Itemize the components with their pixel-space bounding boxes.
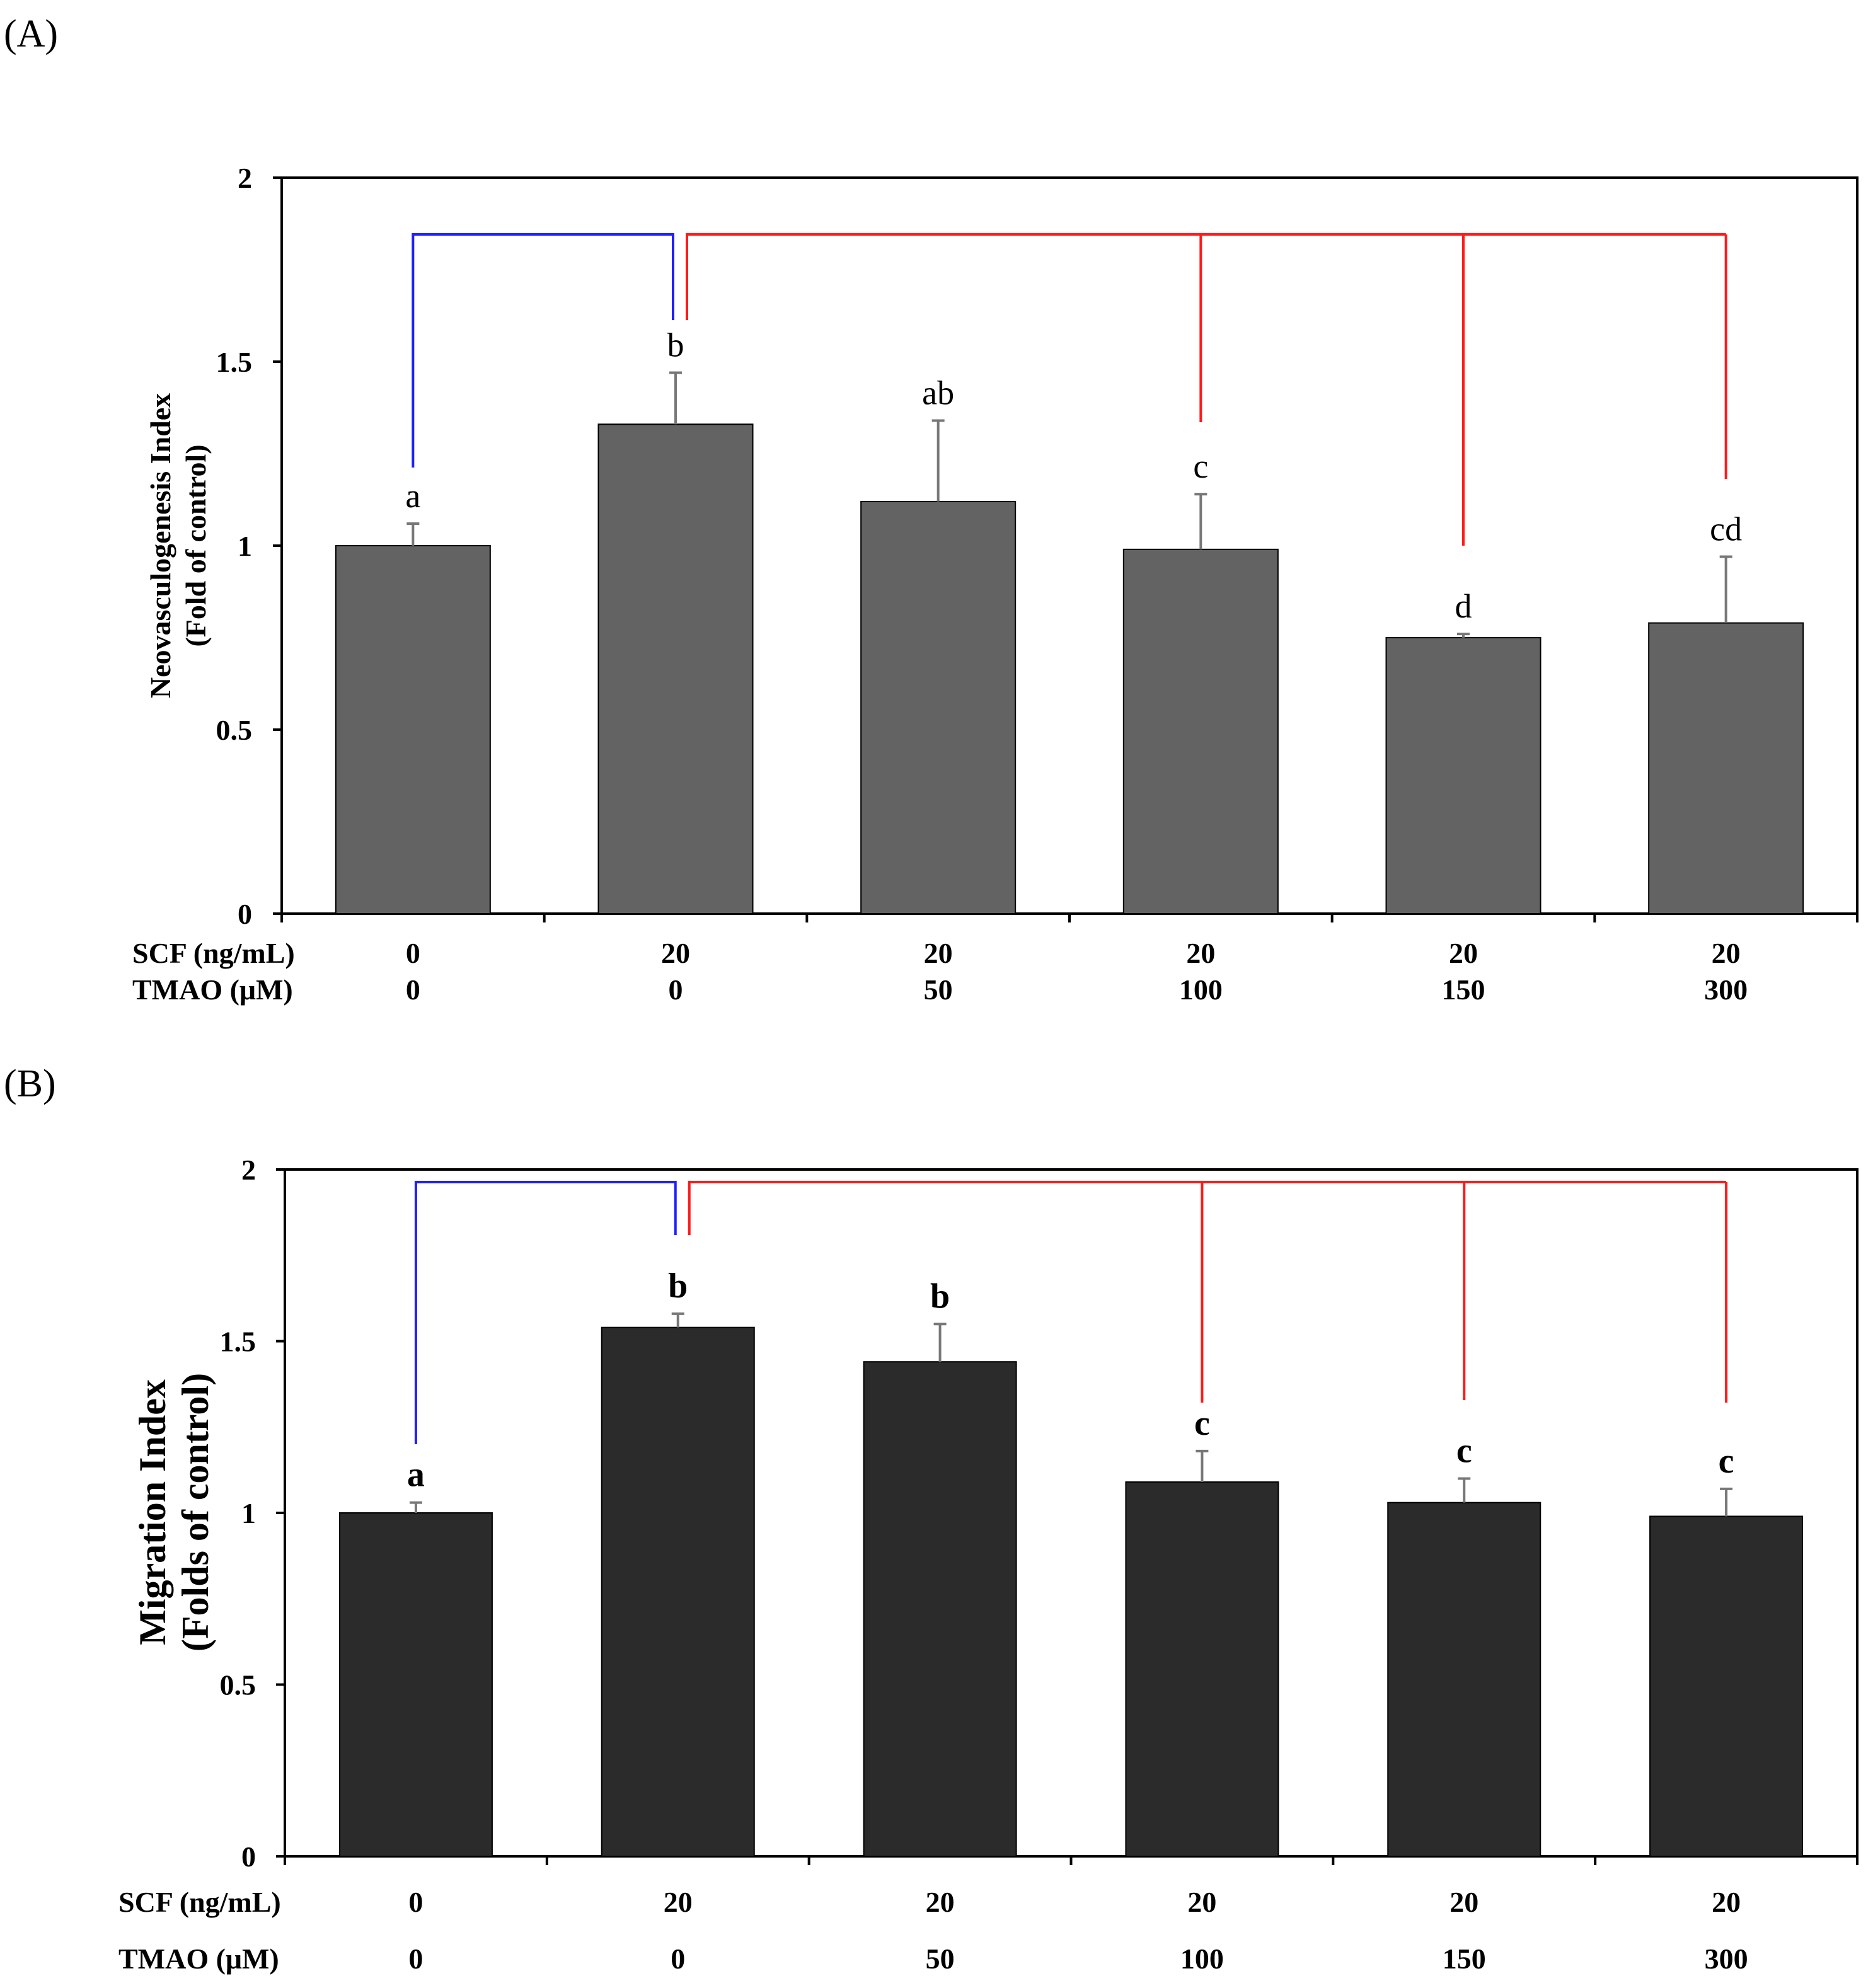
panel-a-bar — [335, 545, 491, 914]
panel-b-bar — [1125, 1481, 1279, 1857]
panel-a-bar — [860, 500, 1017, 914]
panel-b-y-tick-label: 2 — [241, 1154, 256, 1186]
panel-b-tmao-value: 50 — [926, 1943, 955, 1975]
panel-a-scf-value: 20 — [924, 937, 953, 969]
panel-b-scf-value: 20 — [1187, 1886, 1216, 1918]
panel-a-significance-letter: d — [1455, 587, 1472, 625]
panel-a-comparison-bracket-control — [412, 233, 674, 468]
panel-a-y-tick-label: 0 — [238, 898, 252, 930]
panel-b-y-tick-label: 0 — [241, 1841, 256, 1873]
panel-a-tmao-value: 0 — [669, 974, 683, 1006]
panel-b-y-tick-label: 1.5 — [220, 1326, 256, 1358]
panel-a-ylabel-line1: Neovasculogenesis Index — [144, 393, 176, 698]
panel-b-significance-letter: c — [1194, 1404, 1210, 1443]
panel-b-scf-value: 20 — [664, 1886, 693, 1918]
panel-b-significance-letter: b — [930, 1277, 950, 1316]
panel-a-tmao-value: 50 — [924, 974, 953, 1006]
panel-a-y-tick-label: 1.5 — [216, 346, 253, 378]
panel-b-tmao-value: 0 — [408, 1943, 423, 1975]
panel-b-ylabel-line1: Migration Index — [132, 1379, 173, 1645]
panel-b-significance-letter: c — [1719, 1442, 1734, 1481]
panel-a-significance-letter: c — [1193, 447, 1208, 485]
panel-b-y-axis-title: Migration Index (Folds of control) — [132, 1373, 216, 1652]
panel-b-tmao-value: 100 — [1180, 1943, 1224, 1975]
panel-a-tmao-value: 100 — [1179, 974, 1223, 1006]
panel-b-ylabel-line2: (Folds of control) — [175, 1373, 216, 1652]
panel-a-significance-letter: b — [667, 326, 684, 364]
panel-a-significance-letter: ab — [922, 374, 954, 411]
panel-a-tmao-value: 150 — [1442, 974, 1485, 1006]
panel-a-plot-frame — [280, 176, 1859, 915]
panel-a-scf-value: 20 — [1449, 937, 1478, 969]
panel-b-plot-frame — [284, 1168, 1859, 1858]
panel-a-y-axis-title: Neovasculogenesis Index (Fold of control… — [144, 393, 212, 698]
panel-a-significance-letter: a — [405, 477, 420, 515]
panel-b-bar — [1649, 1515, 1804, 1857]
panel-a-comparison-bracket-tmao — [686, 233, 1726, 320]
panel-b-scf-value: 0 — [408, 1886, 423, 1918]
panel-b-tmao-value: 0 — [671, 1943, 685, 1975]
panel-a-tmao-value: 300 — [1704, 974, 1748, 1006]
panel-b-y-tick-label: 0.5 — [220, 1669, 256, 1701]
panel-b-tmao-value: 300 — [1705, 1943, 1748, 1975]
panel-b-bar — [338, 1512, 493, 1857]
panel-a-bar — [1122, 548, 1279, 914]
panel-a-y-tick-label: 1 — [238, 530, 252, 562]
panel-a-tmao-row-label: TMAO (μM) — [132, 974, 293, 1006]
panel-a-tmao-value: 0 — [406, 974, 420, 1006]
panel-b-tmao-value: 150 — [1443, 1943, 1486, 1975]
panel-b-tmao-row-label: TMAO (μM) — [118, 1943, 279, 1975]
panel-b-scf-row-label: SCF (ng/mL) — [118, 1886, 281, 1918]
panel-a-bar — [597, 423, 754, 914]
panel-a-ylabel-line2: (Fold of control) — [180, 444, 212, 646]
panel-a-scf-value: 20 — [661, 937, 690, 969]
panel-a-significance-letter: cd — [1710, 510, 1742, 548]
panel-a-bar — [1648, 622, 1804, 914]
panel-a: (A) Neovasculogenesis Index (Fold of con… — [4, 13, 1859, 1006]
panel-b-significance-letter: b — [668, 1267, 688, 1306]
panel-b-significance-letter: a — [407, 1456, 425, 1495]
panel-b-bar — [863, 1361, 1017, 1857]
panel-a-y-tick-label: 0.5 — [216, 714, 253, 746]
panel-a-bar — [1385, 637, 1542, 914]
panel-a-y-tick-label: 2 — [238, 162, 252, 194]
panel-b-comparison-bracket-control — [414, 1181, 677, 1444]
panel-b-significance-letter: c — [1456, 1432, 1472, 1471]
panel-a-scf-row-label: SCF (ng/mL) — [132, 937, 295, 969]
panel-a-scf-value: 0 — [406, 937, 420, 969]
panel-b-comparison-bracket-tmao — [688, 1181, 1727, 1235]
panel-a-scf-value: 20 — [1186, 937, 1215, 969]
panel-a-label: (A) — [4, 13, 58, 55]
panel-b-scf-value: 20 — [1712, 1886, 1741, 1918]
panel-b: (B) Migration Index (Folds of control) S… — [4, 1062, 1859, 1975]
panel-a-scf-value: 20 — [1712, 937, 1741, 969]
panel-b-label: (B) — [4, 1062, 56, 1105]
panel-b-bar — [1387, 1502, 1542, 1857]
panel-b-y-tick-label: 1 — [241, 1497, 256, 1529]
panel-b-scf-value: 20 — [926, 1886, 955, 1918]
panel-b-scf-value: 20 — [1449, 1886, 1478, 1918]
panel-b-bar — [601, 1326, 755, 1857]
